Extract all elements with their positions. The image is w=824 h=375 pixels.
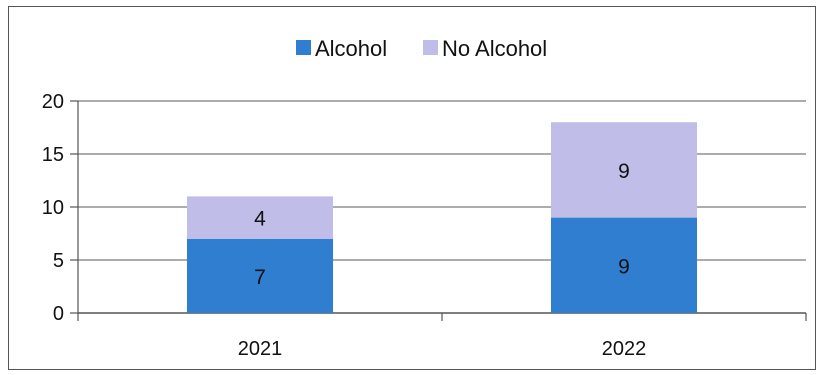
data-label: 7 — [254, 266, 266, 289]
y-tick-label: 10 — [42, 197, 64, 219]
bar-alcohol — [551, 217, 697, 313]
bar-no-alcohol — [187, 196, 333, 239]
legend-swatch-no-alcohol — [423, 40, 438, 55]
legend-swatch-alcohol — [296, 40, 311, 55]
y-tick-label: 0 — [53, 303, 64, 325]
x-tick-label: 2022 — [602, 338, 647, 360]
bar-no-alcohol — [551, 122, 697, 218]
legend-label: No Alcohol — [442, 36, 547, 61]
data-label: 4 — [254, 208, 266, 231]
data-label: 9 — [618, 160, 630, 183]
data-label: 9 — [618, 255, 630, 278]
y-tick-label: 5 — [53, 250, 64, 272]
y-tick-label: 20 — [42, 91, 64, 113]
x-tick-label: 2021 — [238, 338, 283, 360]
legend-label: Alcohol — [315, 36, 387, 61]
bar-alcohol — [187, 238, 333, 313]
y-tick-label: 15 — [42, 144, 64, 166]
